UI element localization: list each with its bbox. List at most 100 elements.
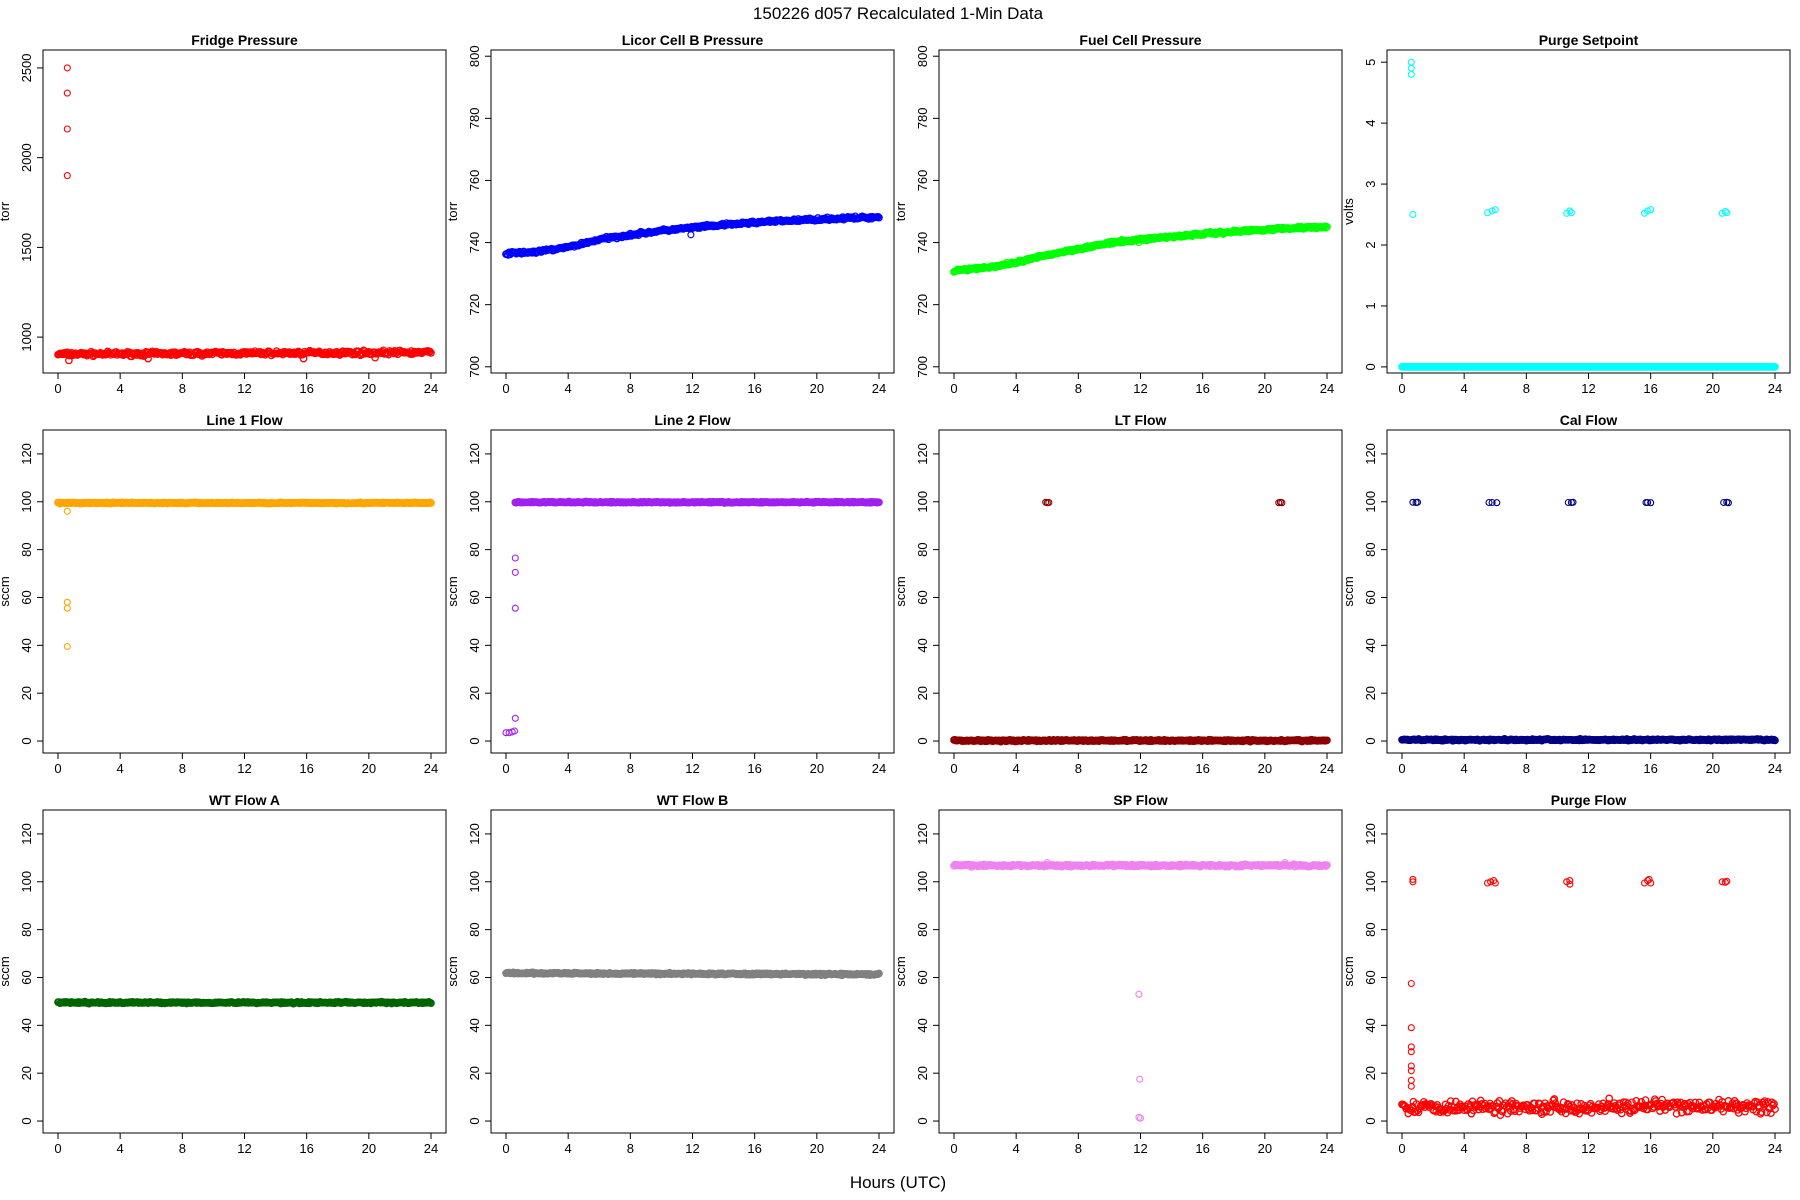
data-point: [1323, 736, 1331, 745]
data-point: [1437, 1106, 1446, 1114]
outlier-point: [1488, 498, 1496, 507]
outlier-points: [1407, 875, 1731, 1090]
panel-title: Licor Cell B Pressure: [622, 32, 764, 48]
x-tick-label: 24: [1320, 1141, 1334, 1156]
outlier-point: [1488, 207, 1496, 215]
x-tick-label: 12: [1133, 381, 1147, 396]
plot-frame: [42, 49, 447, 374]
outlier-point: [1409, 210, 1417, 219]
outlier-point: [1485, 498, 1493, 507]
outlier-point: [511, 714, 519, 722]
y-tick-label: 120: [467, 823, 482, 845]
y-tick-label: 100: [915, 491, 930, 513]
x-tick-label: 20: [810, 761, 824, 776]
x-tick-label: 8: [179, 381, 186, 396]
y-tick-label: 720: [915, 294, 930, 316]
y-tick-label: 40: [915, 638, 930, 652]
y-tick-label: 60: [467, 970, 482, 984]
x-tick-label: 20: [362, 761, 376, 776]
data-point: [1769, 1101, 1777, 1110]
outlier-point: [511, 604, 519, 612]
series-points: [950, 860, 1331, 871]
panel-title: Purge Flow: [1551, 792, 1627, 808]
plot-frame: [1386, 429, 1791, 754]
x-tick-label: 24: [1768, 761, 1782, 776]
y-tick-label: 40: [915, 1018, 930, 1032]
y-axis-label: torr: [445, 201, 460, 221]
y-axis-label: torr: [893, 201, 908, 221]
outlier-points: [63, 507, 71, 651]
y-tick-label: 0: [1363, 737, 1378, 744]
data-point: [1767, 1109, 1775, 1118]
x-tick-label: 0: [1398, 1141, 1405, 1156]
x-tick-label: 4: [1013, 381, 1020, 396]
data-point: [1771, 363, 1779, 371]
y-tick-label: 760: [467, 170, 482, 192]
outlier-point: [1409, 498, 1417, 506]
outlier-point: [1136, 1075, 1144, 1083]
outlier-point: [1564, 498, 1572, 507]
y-tick-label: 800: [915, 45, 930, 67]
y-tick-label: 80: [1363, 922, 1378, 936]
y-tick-label: 40: [467, 638, 482, 652]
series-points: [950, 735, 1331, 746]
y-tick-label: 20: [19, 686, 34, 700]
y-tick-label: 20: [467, 1066, 482, 1080]
outlier-point: [1493, 499, 1501, 507]
outlier-point: [1645, 875, 1653, 883]
outlier-point: [1407, 979, 1415, 988]
x-tick-label: 0: [54, 761, 61, 776]
x-tick-label: 0: [54, 1141, 61, 1156]
data-point: [996, 262, 1005, 270]
plot-frame: [938, 49, 1343, 374]
outlier-points: [1042, 498, 1286, 507]
outlier-point: [1569, 498, 1577, 506]
y-tick-label: 100: [1363, 871, 1378, 893]
panel-title: Purge Setpoint: [1539, 32, 1639, 48]
plot-frame: [490, 49, 895, 374]
outlier-point: [1483, 879, 1492, 887]
x-tick-label: 12: [1581, 1141, 1595, 1156]
outlier-point: [1407, 1067, 1415, 1075]
series-points: [502, 968, 883, 980]
y-tick-label: 0: [1363, 363, 1378, 370]
data-point: [1771, 1105, 1779, 1114]
data-point: [875, 213, 883, 222]
y-tick-label: 40: [467, 1018, 482, 1032]
y-axis-label: sccm: [893, 576, 908, 606]
x-tick-label: 8: [1523, 761, 1530, 776]
outlier-point: [63, 125, 71, 133]
y-tick-label: 100: [19, 491, 34, 513]
data-point: [1771, 736, 1779, 745]
data-point-dip: [299, 354, 308, 363]
y-tick-label: 120: [1363, 443, 1378, 465]
outlier-point: [1567, 209, 1575, 217]
x-tick-label: 16: [1195, 381, 1209, 396]
outlier-point: [1136, 1114, 1145, 1122]
x-tick-label: 0: [502, 1141, 509, 1156]
y-axis-label: sccm: [1341, 956, 1356, 986]
y-tick-label: 120: [915, 823, 930, 845]
data-point: [1624, 1099, 1632, 1108]
y-tick-label: 2000: [19, 143, 34, 172]
x-tick-label: 24: [1320, 761, 1334, 776]
outlier-point: [63, 598, 71, 606]
outlier-point: [1407, 1048, 1415, 1056]
x-tick-label: 8: [179, 761, 186, 776]
outlier-point: [63, 507, 71, 515]
x-tick-label: 4: [1461, 1141, 1468, 1156]
x-tick-label: 12: [685, 381, 699, 396]
y-axis-label: sccm: [893, 956, 908, 986]
outlier-point: [1407, 1043, 1415, 1051]
outlier-point: [1723, 209, 1731, 217]
series-points: [1398, 363, 1779, 371]
outlier-point: [1647, 879, 1655, 887]
y-tick-label: 740: [915, 232, 930, 254]
y-tick-label: 120: [915, 443, 930, 465]
y-tick-label: 3: [1363, 180, 1378, 187]
panel-title: LT Flow: [1115, 412, 1167, 428]
